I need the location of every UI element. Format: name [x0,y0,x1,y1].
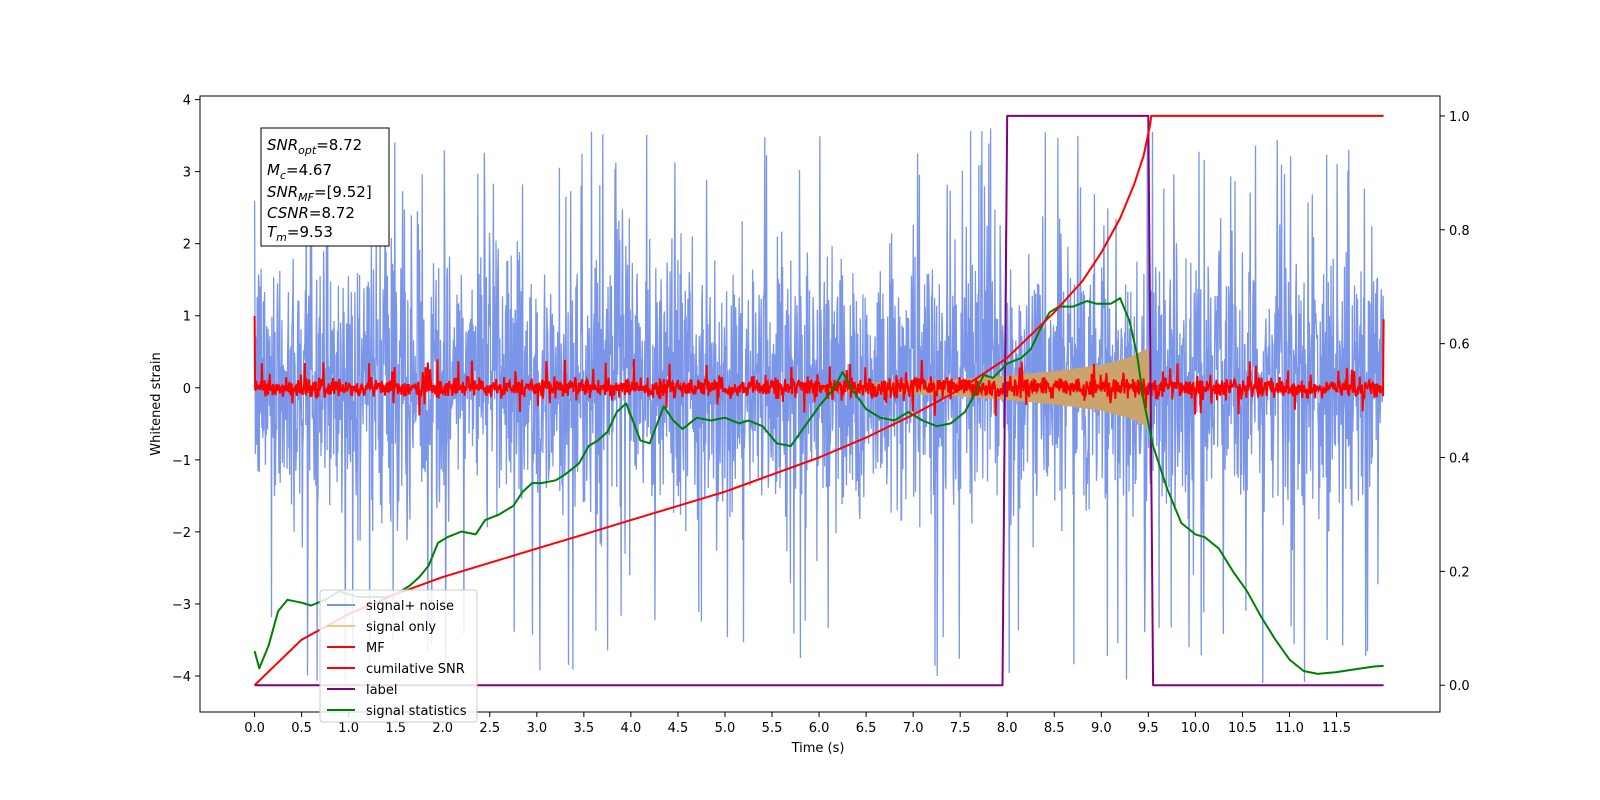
annotation-mc: Mc=4.67 [267,161,332,182]
y-right-tick-label: 0.2 [1449,565,1470,580]
x-tick-label: 7.5 [950,721,971,736]
annotation-csnr: CSNR=8.72 [267,204,355,222]
y-right-tick-label: 0.8 [1449,224,1470,239]
y-left-tick-label: 4 [183,94,191,109]
x-tick-label: 2.5 [479,721,500,736]
series-cumulative-snr [253,114,1384,686]
plot-area [253,114,1385,687]
x-tick-label: 10.5 [1228,721,1257,736]
y-axis-right: 0.0 0.2 0.4 0.6 0.8 1.0 [1440,110,1470,694]
y-axis-left: −4 −3 −2 −1 0 1 2 3 4 [172,94,200,685]
legend-label: signal only [366,620,436,635]
legend-label: label [366,683,397,698]
x-tick-label: 7.0 [903,721,924,736]
y-right-tick-label: 0.6 [1449,338,1470,353]
y-left-tick-label: −3 [172,598,191,613]
x-tick-label: 4.0 [621,721,642,736]
x-tick-label: 10.0 [1181,721,1210,736]
x-tick-label: 2.0 [432,721,453,736]
x-tick-label: 5.0 [715,721,736,736]
x-tick-label: 3.0 [526,721,547,736]
y-right-tick-label: 0.4 [1449,452,1470,467]
annotation-snr-opt: SNRopt=8.72 [267,136,362,157]
x-tick-label: 8.0 [997,721,1018,736]
x-tick-label: 6.5 [856,721,877,736]
legend: signal+ noise signal only MF cumilative SNR… [319,589,478,723]
y-left-tick-label: −4 [172,670,191,685]
x-tick-label: 0.5 [291,721,312,736]
legend-frame [319,589,478,723]
x-tick-label: 1.0 [338,721,359,736]
legend-label: MF [366,641,385,656]
x-tick-label: 1.5 [385,721,406,736]
x-tick-label: 0.0 [244,721,265,736]
legend-label: signal+ noise [366,599,454,614]
series-mf [253,315,1385,417]
annotation-snr-mf: SNRMF=[9.52] [267,183,372,204]
y-right-tick-label: 1.0 [1449,110,1470,125]
axes-frame [199,95,1441,713]
x-axis-label: Time (s) [791,741,845,756]
x-tick-label: 9.0 [1091,721,1112,736]
x-tick-label: 11.0 [1275,721,1304,736]
x-axis: 0.0 0.5 1.0 1.5 2.0 2.5 3.0 3.5 4.0 4.5 5.0 5.5 6.0 6… [244,712,1351,736]
y-left-tick-label: −1 [172,454,191,469]
y-left-tick-label: −2 [172,526,191,541]
x-tick-label: 6.0 [809,721,830,736]
y-axis-label: Whitened strain [149,352,164,455]
y-left-tick-label: 2 [183,238,191,253]
legend-label: cumilative SNR [366,662,465,677]
y-right-tick-label: 0.0 [1449,679,1470,694]
x-tick-label: 4.5 [668,721,689,736]
y-left-tick-label: 0 [183,382,191,397]
y-left-tick-label: 1 [183,310,191,325]
legend-label: signal statistics [366,704,467,719]
annotation-box: SNRopt=8.72 Mc=4.67 SNRMF=[9.52] CSNR=8.… [260,127,390,247]
x-tick-label: 9.5 [1138,721,1159,736]
x-tick-label: 11.5 [1322,721,1351,736]
series-signal-statistics [253,297,1384,675]
x-tick-label: 8.5 [1044,721,1065,736]
annotation-tm: Tm=9.53 [267,223,333,244]
y-left-tick-label: 3 [183,166,191,181]
x-tick-label: 5.5 [762,721,783,736]
series-signal-noise [253,128,1385,684]
series-label [254,114,1384,687]
x-tick-label: 3.5 [574,721,595,736]
